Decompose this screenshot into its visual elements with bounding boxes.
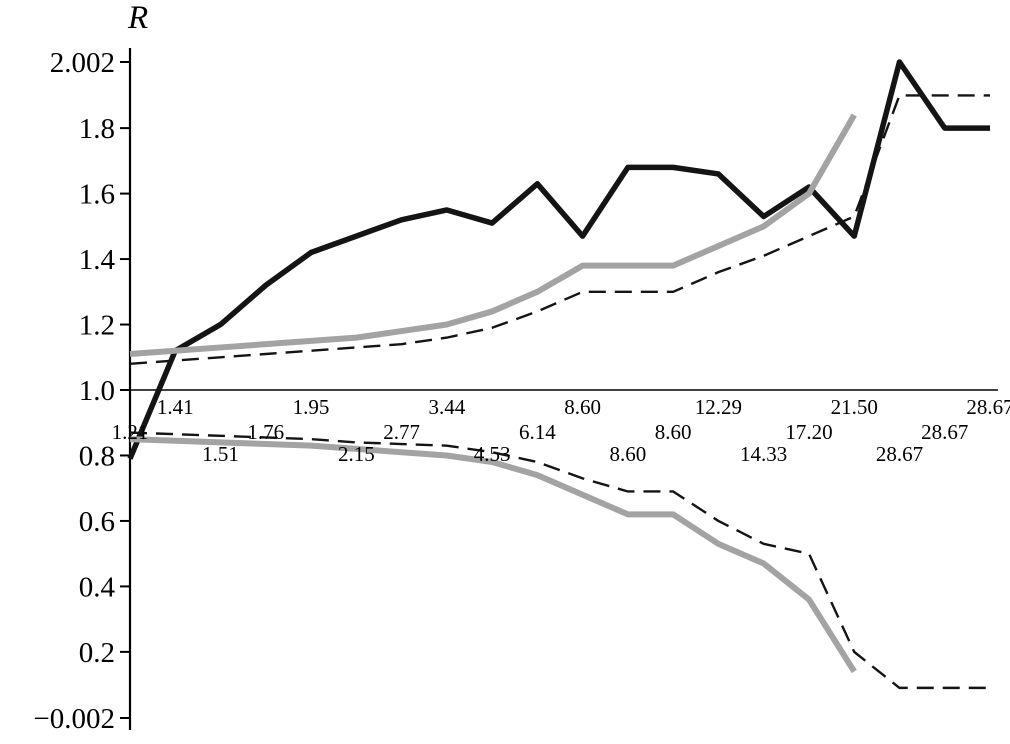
x-tick-label: 3.44 xyxy=(428,395,465,419)
y-tick-label: 2.002 xyxy=(50,47,115,79)
x-tick-label: 4.53 xyxy=(474,442,511,466)
x-tick-label: 2.77 xyxy=(383,420,420,444)
series-thin-dashed-black-upper xyxy=(129,94,990,366)
y-tick-label: 1.0 xyxy=(79,375,115,407)
y-tick-label: 1.6 xyxy=(79,179,115,211)
x-tick-label: 8.60 xyxy=(655,420,692,444)
x-tick-label: 28.67 xyxy=(921,420,968,444)
x-tick-label: 1.76 xyxy=(247,420,284,444)
x-tick-label: 12.29 xyxy=(695,395,742,419)
y-tick-label: 1.2 xyxy=(79,310,115,342)
series-thin-dashed-black-lower xyxy=(129,431,990,690)
x-tick-label: 1.41 xyxy=(157,395,194,419)
x-tick-label: 21.50 xyxy=(831,395,878,419)
y-tick-label: 0.8 xyxy=(79,440,115,472)
x-tick-label: 28.67 xyxy=(966,395,1010,419)
x-tick-label: 8.60 xyxy=(610,442,647,466)
x-tick-label: 1.95 xyxy=(293,395,330,419)
y-tick-label: −0.002 xyxy=(33,703,115,735)
series-thick-solid-gray-upper xyxy=(129,113,857,357)
x-tick-label: 1.51 xyxy=(202,442,239,466)
y-tick-label: 0.6 xyxy=(79,506,115,538)
y-tick-label: 0.4 xyxy=(79,571,116,603)
x-tick-label: 1.21 xyxy=(112,420,149,444)
x-tick-label: 14.33 xyxy=(740,442,787,466)
x-tick-label: 28.67 xyxy=(876,442,923,466)
y-axis-title: R xyxy=(128,0,149,36)
x-tick-label: 2.15 xyxy=(338,442,375,466)
x-tick-label: 8.60 xyxy=(564,395,601,419)
series-thick-solid-black xyxy=(127,59,990,460)
y-tick-label: 1.8 xyxy=(79,113,115,145)
x-tick-label: 6.14 xyxy=(519,420,556,444)
y-tick-label: 1.4 xyxy=(79,244,116,276)
y-tick-label: 0.2 xyxy=(79,637,115,669)
x-tick-label: 17.20 xyxy=(785,420,832,444)
series-thick-solid-gray-lower xyxy=(129,436,857,674)
